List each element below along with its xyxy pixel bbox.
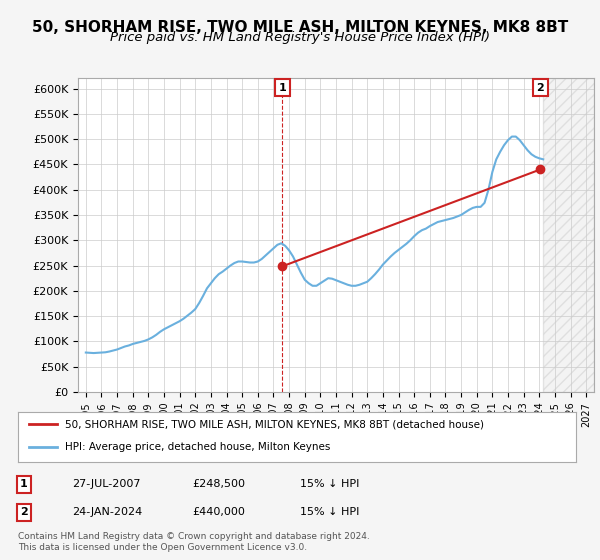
Text: 27-JUL-2007: 27-JUL-2007 (72, 479, 140, 489)
Text: 50, SHORHAM RISE, TWO MILE ASH, MILTON KEYNES, MK8 8BT: 50, SHORHAM RISE, TWO MILE ASH, MILTON K… (32, 20, 568, 35)
Bar (543, 78, 594, 392)
Text: £248,500: £248,500 (192, 479, 245, 489)
Text: 1: 1 (278, 83, 286, 93)
Text: HPI: Average price, detached house, Milton Keynes: HPI: Average price, detached house, Milt… (65, 442, 331, 452)
Text: Price paid vs. HM Land Registry's House Price Index (HPI): Price paid vs. HM Land Registry's House … (110, 31, 490, 44)
Text: £440,000: £440,000 (192, 507, 245, 517)
Text: 50, SHORHAM RISE, TWO MILE ASH, MILTON KEYNES, MK8 8BT (detached house): 50, SHORHAM RISE, TWO MILE ASH, MILTON K… (65, 419, 484, 429)
Text: 1: 1 (20, 479, 28, 489)
Text: 24-JAN-2024: 24-JAN-2024 (72, 507, 142, 517)
Text: 15% ↓ HPI: 15% ↓ HPI (300, 507, 359, 517)
Text: 2: 2 (536, 83, 544, 93)
Text: Contains HM Land Registry data © Crown copyright and database right 2024.
This d: Contains HM Land Registry data © Crown c… (18, 532, 370, 552)
Text: 2: 2 (20, 507, 28, 517)
Text: 15% ↓ HPI: 15% ↓ HPI (300, 479, 359, 489)
